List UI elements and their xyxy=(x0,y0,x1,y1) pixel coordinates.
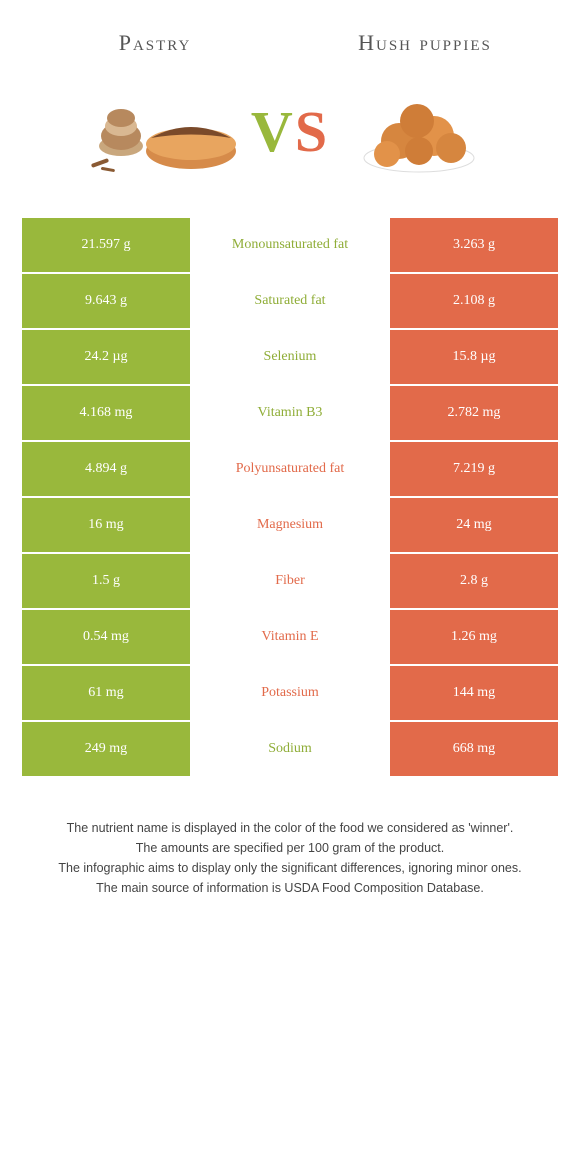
header: Pastry Hush puppies xyxy=(0,0,580,66)
vs-label: V S xyxy=(251,98,329,165)
table-row: 0.54 mgVitamin E1.26 mg xyxy=(21,609,559,665)
hushpuppies-icon xyxy=(339,76,499,186)
right-value: 15.8 µg xyxy=(389,329,559,385)
table-row: 4.894 gPolyunsaturated fat7.219 g xyxy=(21,441,559,497)
table-row: 9.643 gSaturated fat2.108 g xyxy=(21,273,559,329)
left-value: 16 mg xyxy=(21,497,191,553)
nutrient-label: Polyunsaturated fat xyxy=(191,441,389,497)
nutrient-label: Potassium xyxy=(191,665,389,721)
left-value: 0.54 mg xyxy=(21,609,191,665)
nutrient-label: Selenium xyxy=(191,329,389,385)
table-row: 24.2 µgSelenium15.8 µg xyxy=(21,329,559,385)
table-row: 1.5 gFiber2.8 g xyxy=(21,553,559,609)
left-value: 9.643 g xyxy=(21,273,191,329)
footer-line-4: The main source of information is USDA F… xyxy=(30,878,550,898)
table-row: 21.597 gMonounsaturated fat3.263 g xyxy=(21,217,559,273)
food-title-right: Hush puppies xyxy=(315,30,535,56)
table-row: 16 mgMagnesium24 mg xyxy=(21,497,559,553)
right-value: 3.263 g xyxy=(389,217,559,273)
right-value: 24 mg xyxy=(389,497,559,553)
nutrient-label: Saturated fat xyxy=(191,273,389,329)
nutrient-label: Vitamin B3 xyxy=(191,385,389,441)
left-value: 4.894 g xyxy=(21,441,191,497)
left-value: 24.2 µg xyxy=(21,329,191,385)
left-value: 1.5 g xyxy=(21,553,191,609)
nutrient-label: Magnesium xyxy=(191,497,389,553)
hushpuppies-image xyxy=(339,76,499,186)
nutrient-label: Sodium xyxy=(191,721,389,777)
left-value: 4.168 mg xyxy=(21,385,191,441)
table-row: 4.168 mgVitamin B32.782 mg xyxy=(21,385,559,441)
left-value: 61 mg xyxy=(21,665,191,721)
vs-v: V xyxy=(251,98,295,165)
right-value: 668 mg xyxy=(389,721,559,777)
right-value: 144 mg xyxy=(389,665,559,721)
table-row: 61 mgPotassium144 mg xyxy=(21,665,559,721)
food-title-left: Pastry xyxy=(45,30,265,56)
nutrient-label: Fiber xyxy=(191,553,389,609)
vs-s: S xyxy=(295,98,329,165)
right-value: 2.108 g xyxy=(389,273,559,329)
table-row: 249 mgSodium668 mg xyxy=(21,721,559,777)
right-value: 7.219 g xyxy=(389,441,559,497)
left-value: 249 mg xyxy=(21,721,191,777)
pastry-image xyxy=(81,76,241,186)
hero-row: V S xyxy=(0,66,580,216)
pastry-icon xyxy=(81,76,241,186)
right-value: 2.782 mg xyxy=(389,385,559,441)
footer-notes: The nutrient name is displayed in the co… xyxy=(0,778,580,918)
footer-line-1: The nutrient name is displayed in the co… xyxy=(30,818,550,838)
nutrient-table: 21.597 gMonounsaturated fat3.263 g9.643 … xyxy=(20,216,560,778)
footer-line-2: The amounts are specified per 100 gram o… xyxy=(30,838,550,858)
left-value: 21.597 g xyxy=(21,217,191,273)
nutrient-label: Vitamin E xyxy=(191,609,389,665)
footer-line-3: The infographic aims to display only the… xyxy=(30,858,550,878)
right-value: 2.8 g xyxy=(389,553,559,609)
nutrient-label: Monounsaturated fat xyxy=(191,217,389,273)
right-value: 1.26 mg xyxy=(389,609,559,665)
